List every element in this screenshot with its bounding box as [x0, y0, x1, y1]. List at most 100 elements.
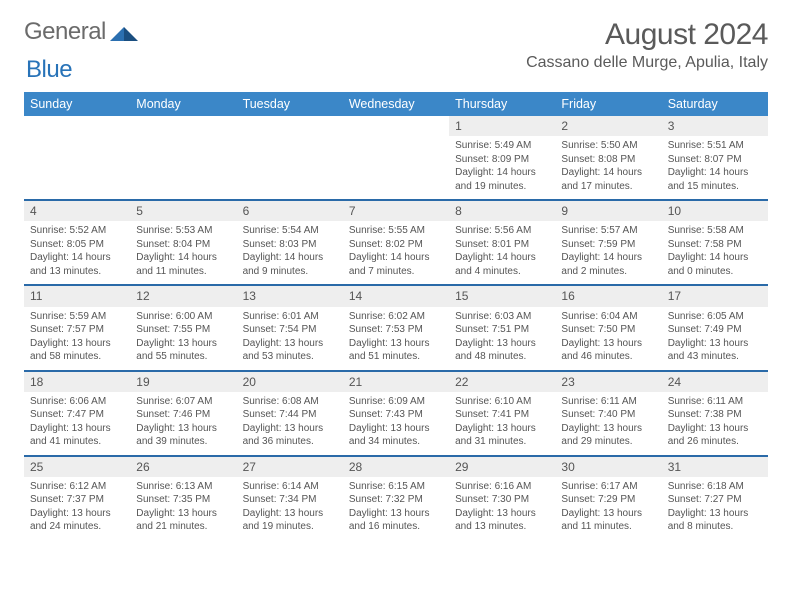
calendar-week: 11Sunrise: 5:59 AMSunset: 7:57 PMDayligh…: [24, 284, 768, 369]
sunset-line: Sunset: 7:54 PM: [243, 323, 337, 337]
calendar-day: 16Sunrise: 6:04 AMSunset: 7:50 PMDayligh…: [555, 286, 661, 369]
sunset-line: Sunset: 7:29 PM: [561, 493, 655, 507]
day-body: Sunrise: 5:50 AMSunset: 8:08 PMDaylight:…: [555, 136, 661, 199]
sunset-line: Sunset: 7:43 PM: [349, 408, 443, 422]
daylight-line: Daylight: 13 hours and 58 minutes.: [30, 337, 124, 364]
calendar-day: 6Sunrise: 5:54 AMSunset: 8:03 PMDaylight…: [237, 201, 343, 284]
day-number: 4: [24, 201, 130, 221]
sunrise-line: Sunrise: 5:52 AM: [30, 224, 124, 238]
sunrise-line: Sunrise: 6:14 AM: [243, 480, 337, 494]
sunset-line: Sunset: 8:03 PM: [243, 238, 337, 252]
calendar-day: 14Sunrise: 6:02 AMSunset: 7:53 PMDayligh…: [343, 286, 449, 369]
day-number: 29: [449, 457, 555, 477]
day-body: Sunrise: 5:54 AMSunset: 8:03 PMDaylight:…: [237, 221, 343, 284]
calendar-day: 29Sunrise: 6:16 AMSunset: 7:30 PMDayligh…: [449, 457, 555, 540]
weekday-header: Sunday: [24, 92, 130, 116]
sunrise-line: Sunrise: 6:11 AM: [668, 395, 762, 409]
day-number: 9: [555, 201, 661, 221]
day-body: Sunrise: 6:15 AMSunset: 7:32 PMDaylight:…: [343, 477, 449, 540]
day-number: 7: [343, 201, 449, 221]
sunset-line: Sunset: 7:46 PM: [136, 408, 230, 422]
sunrise-line: Sunrise: 6:16 AM: [455, 480, 549, 494]
calendar-day: 3Sunrise: 5:51 AMSunset: 8:07 PMDaylight…: [662, 116, 768, 199]
daylight-line: Daylight: 13 hours and 46 minutes.: [561, 337, 655, 364]
calendar-day: 18Sunrise: 6:06 AMSunset: 7:47 PMDayligh…: [24, 372, 130, 455]
sunset-line: Sunset: 7:38 PM: [668, 408, 762, 422]
logo-text-blue: Blue: [26, 56, 72, 84]
daylight-line: Daylight: 14 hours and 4 minutes.: [455, 251, 549, 278]
daylight-line: Daylight: 14 hours and 7 minutes.: [349, 251, 443, 278]
day-body: Sunrise: 6:07 AMSunset: 7:46 PMDaylight:…: [130, 392, 236, 455]
day-number: 14: [343, 286, 449, 306]
sunset-line: Sunset: 7:40 PM: [561, 408, 655, 422]
sunset-line: Sunset: 8:07 PM: [668, 153, 762, 167]
calendar: SundayMondayTuesdayWednesdayThursdayFrid…: [24, 92, 768, 540]
sunrise-line: Sunrise: 5:49 AM: [455, 139, 549, 153]
calendar-day: 26Sunrise: 6:13 AMSunset: 7:35 PMDayligh…: [130, 457, 236, 540]
day-body: Sunrise: 6:03 AMSunset: 7:51 PMDaylight:…: [449, 307, 555, 370]
daylight-line: Daylight: 13 hours and 11 minutes.: [561, 507, 655, 534]
calendar-day: 30Sunrise: 6:17 AMSunset: 7:29 PMDayligh…: [555, 457, 661, 540]
calendar-header-row: SundayMondayTuesdayWednesdayThursdayFrid…: [24, 92, 768, 116]
sunrise-line: Sunrise: 6:00 AM: [136, 310, 230, 324]
daylight-line: Daylight: 13 hours and 16 minutes.: [349, 507, 443, 534]
daylight-line: Daylight: 14 hours and 0 minutes.: [668, 251, 762, 278]
day-body: Sunrise: 6:01 AMSunset: 7:54 PMDaylight:…: [237, 307, 343, 370]
daylight-line: Daylight: 13 hours and 26 minutes.: [668, 422, 762, 449]
day-body: Sunrise: 6:04 AMSunset: 7:50 PMDaylight:…: [555, 307, 661, 370]
day-body: Sunrise: 6:06 AMSunset: 7:47 PMDaylight:…: [24, 392, 130, 455]
calendar-day: 9Sunrise: 5:57 AMSunset: 7:59 PMDaylight…: [555, 201, 661, 284]
calendar-week: 1Sunrise: 5:49 AMSunset: 8:09 PMDaylight…: [24, 116, 768, 199]
day-number: 30: [555, 457, 661, 477]
day-body: Sunrise: 6:00 AMSunset: 7:55 PMDaylight:…: [130, 307, 236, 370]
sunrise-line: Sunrise: 6:06 AM: [30, 395, 124, 409]
sunrise-line: Sunrise: 5:54 AM: [243, 224, 337, 238]
sunset-line: Sunset: 8:09 PM: [455, 153, 549, 167]
sunrise-line: Sunrise: 6:05 AM: [668, 310, 762, 324]
daylight-line: Daylight: 13 hours and 19 minutes.: [243, 507, 337, 534]
calendar-day: 28Sunrise: 6:15 AMSunset: 7:32 PMDayligh…: [343, 457, 449, 540]
day-number: 20: [237, 372, 343, 392]
calendar-day: 8Sunrise: 5:56 AMSunset: 8:01 PMDaylight…: [449, 201, 555, 284]
calendar-day: [130, 116, 236, 199]
calendar-day: 24Sunrise: 6:11 AMSunset: 7:38 PMDayligh…: [662, 372, 768, 455]
daylight-line: Daylight: 13 hours and 29 minutes.: [561, 422, 655, 449]
day-number: 21: [343, 372, 449, 392]
sunrise-line: Sunrise: 5:53 AM: [136, 224, 230, 238]
month-title: August 2024: [526, 18, 768, 52]
day-body: Sunrise: 5:55 AMSunset: 8:02 PMDaylight:…: [343, 221, 449, 284]
daylight-line: Daylight: 13 hours and 43 minutes.: [668, 337, 762, 364]
daylight-line: Daylight: 13 hours and 8 minutes.: [668, 507, 762, 534]
calendar-week: 25Sunrise: 6:12 AMSunset: 7:37 PMDayligh…: [24, 455, 768, 540]
day-body: Sunrise: 6:08 AMSunset: 7:44 PMDaylight:…: [237, 392, 343, 455]
sunrise-line: Sunrise: 6:04 AM: [561, 310, 655, 324]
daylight-line: Daylight: 13 hours and 55 minutes.: [136, 337, 230, 364]
sunset-line: Sunset: 7:27 PM: [668, 493, 762, 507]
day-body: Sunrise: 6:12 AMSunset: 7:37 PMDaylight:…: [24, 477, 130, 540]
calendar-day: [24, 116, 130, 199]
sunset-line: Sunset: 8:05 PM: [30, 238, 124, 252]
day-body: Sunrise: 5:56 AMSunset: 8:01 PMDaylight:…: [449, 221, 555, 284]
sunrise-line: Sunrise: 5:55 AM: [349, 224, 443, 238]
day-number: 17: [662, 286, 768, 306]
sunrise-line: Sunrise: 5:59 AM: [30, 310, 124, 324]
calendar-day: 20Sunrise: 6:08 AMSunset: 7:44 PMDayligh…: [237, 372, 343, 455]
calendar-day: [343, 116, 449, 199]
day-body: Sunrise: 6:11 AMSunset: 7:40 PMDaylight:…: [555, 392, 661, 455]
calendar-day: 15Sunrise: 6:03 AMSunset: 7:51 PMDayligh…: [449, 286, 555, 369]
sunrise-line: Sunrise: 6:18 AM: [668, 480, 762, 494]
day-body: Sunrise: 5:57 AMSunset: 7:59 PMDaylight:…: [555, 221, 661, 284]
calendar-day: 22Sunrise: 6:10 AMSunset: 7:41 PMDayligh…: [449, 372, 555, 455]
daylight-line: Daylight: 14 hours and 19 minutes.: [455, 166, 549, 193]
day-number: 11: [24, 286, 130, 306]
day-number: 26: [130, 457, 236, 477]
sunset-line: Sunset: 7:41 PM: [455, 408, 549, 422]
daylight-line: Daylight: 13 hours and 41 minutes.: [30, 422, 124, 449]
daylight-line: Daylight: 13 hours and 53 minutes.: [243, 337, 337, 364]
day-body: Sunrise: 6:05 AMSunset: 7:49 PMDaylight:…: [662, 307, 768, 370]
sunset-line: Sunset: 8:04 PM: [136, 238, 230, 252]
daylight-line: Daylight: 13 hours and 51 minutes.: [349, 337, 443, 364]
sunrise-line: Sunrise: 6:13 AM: [136, 480, 230, 494]
daylight-line: Daylight: 13 hours and 36 minutes.: [243, 422, 337, 449]
calendar-day: 25Sunrise: 6:12 AMSunset: 7:37 PMDayligh…: [24, 457, 130, 540]
